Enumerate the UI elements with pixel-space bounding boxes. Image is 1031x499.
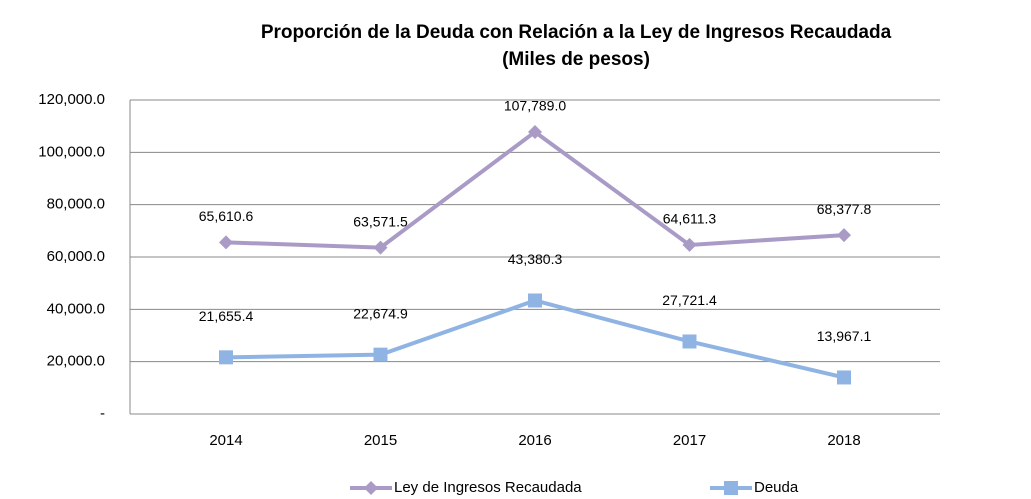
data-label: 43,380.3	[508, 251, 563, 267]
legend-marker	[724, 481, 738, 495]
chart-title: Proporción de la Deuda con Relación a la…	[261, 22, 892, 43]
point	[219, 235, 233, 250]
y-tick-label: 20,000.0	[47, 353, 105, 370]
legend-label: Ley de Ingresos Recaudada	[394, 479, 582, 496]
series-line	[225, 298, 845, 380]
point	[373, 240, 388, 255]
y-tick-label: 60,000.0	[47, 248, 105, 265]
data-label: 107,789.0	[504, 98, 566, 114]
point	[373, 347, 388, 362]
x-tick-label: 2017	[673, 432, 706, 449]
point	[837, 228, 851, 243]
y-tick-label: -	[100, 405, 105, 422]
x-tick-label: 2016	[518, 432, 551, 449]
y-tick-label: 40,000.0	[47, 300, 105, 317]
x-tick-label: 2018	[827, 432, 860, 449]
x-tick-label: 2015	[364, 432, 397, 449]
point	[528, 124, 542, 139]
data-label: 68,377.8	[817, 201, 872, 217]
point	[837, 370, 851, 385]
chart-subtitle: (Miles de pesos)	[502, 49, 650, 70]
y-tick-label: 100,000.0	[38, 143, 105, 160]
point	[682, 334, 697, 349]
data-label: 13,967.1	[817, 328, 872, 344]
legend-marker	[364, 481, 378, 495]
data-label: 64,611.3	[663, 211, 717, 227]
point	[219, 350, 233, 365]
point	[528, 293, 542, 308]
data-label: 22,674.9	[353, 305, 408, 321]
x-tick-label: 2014	[209, 432, 242, 449]
point	[682, 237, 697, 252]
data-label: 63,571.5	[353, 213, 408, 229]
series-line	[225, 129, 845, 250]
legend-label: Deuda	[754, 479, 799, 496]
y-tick-label: 80,000.0	[47, 196, 105, 213]
data-label: 65,610.6	[199, 208, 254, 224]
data-label: 21,655.4	[199, 308, 254, 324]
data-label: 27,721.4	[662, 292, 717, 308]
y-tick-label: 120,000.0	[38, 91, 105, 108]
